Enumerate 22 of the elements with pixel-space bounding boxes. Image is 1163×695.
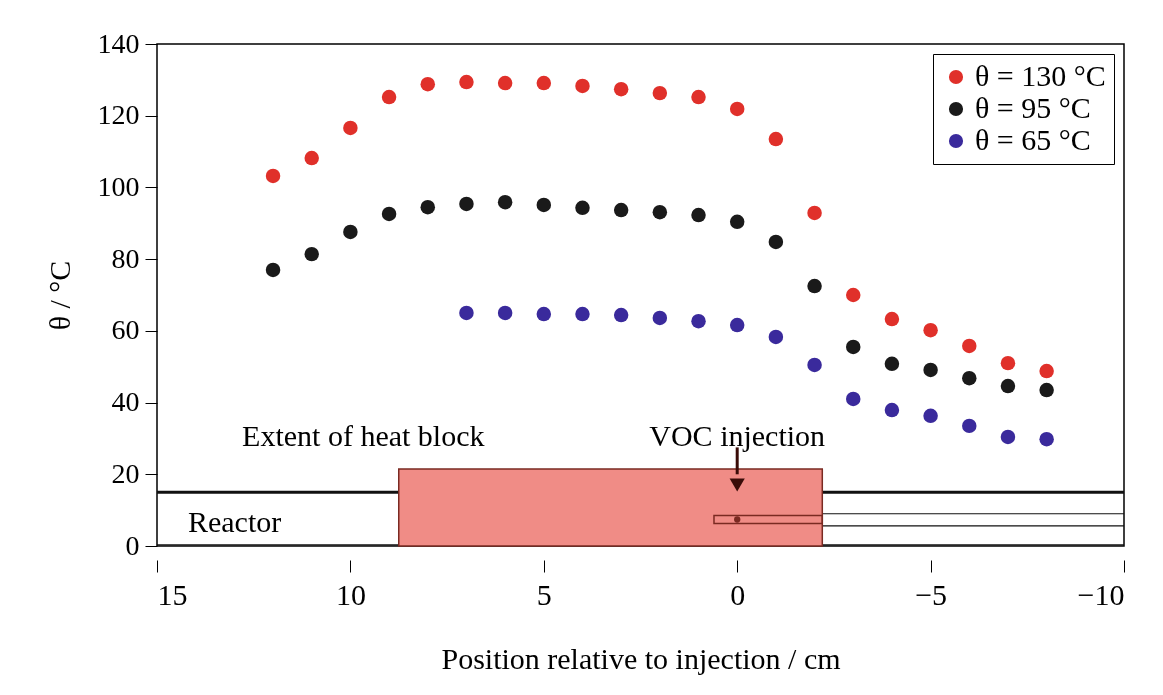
x-tick-label: 15 [157,577,188,611]
x-tick-label: −5 [915,577,948,611]
x-tick-label: 5 [536,577,552,611]
y-tick-label: 20 [111,457,140,489]
y-tick-label: 100 [97,170,140,202]
y-tick-label: 0 [125,529,140,561]
x-tick-label: −10 [1077,577,1125,611]
legend-label: θ = 95 °C [975,91,1091,124]
y-tick-label: 60 [111,314,140,346]
x-axis-title: Position relative to injection / cm [441,641,841,675]
y-axis-title: θ / °C [42,260,76,331]
y-tick-label: 120 [97,99,140,131]
annotation: Extent of heat block [242,418,485,452]
legend-label: θ = 65 °C [975,123,1091,156]
annotation: VOC injection [649,418,826,452]
annotation: Reactor [187,504,282,538]
y-tick-label: 80 [111,242,140,274]
y-tick-label: 140 [97,27,140,59]
y-tick-label: 40 [111,386,140,418]
x-tick-label: 10 [335,577,366,611]
legend-label: θ = 130 °C [975,59,1106,92]
x-tick-label: 0 [730,577,746,611]
